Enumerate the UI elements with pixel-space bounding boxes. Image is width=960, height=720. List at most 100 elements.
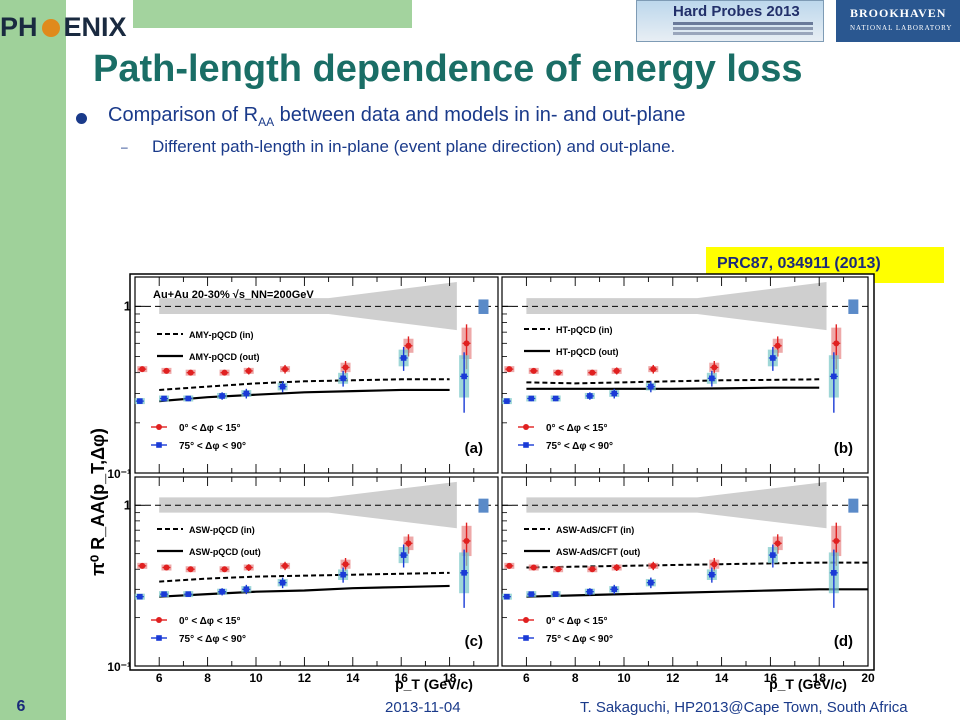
- x-axis-title-left: p_T (GeV/c): [395, 676, 473, 692]
- out-plane-point: [279, 383, 286, 390]
- in-plane-point: [833, 537, 840, 544]
- model-curve-out: [159, 388, 450, 403]
- in-plane-point: [163, 367, 170, 374]
- panel-b: HT-pQCD (in) HT-pQCD (out) 0° < Δφ < 15° 75…: [501, 276, 869, 474]
- legend-in-label: 0° < Δφ < 15°: [179, 423, 240, 434]
- in-plane-point: [463, 537, 470, 544]
- in-plane-point: [463, 340, 470, 347]
- legend-in-marker: [156, 617, 162, 623]
- y-tick-label: 10⁻¹: [107, 467, 131, 481]
- x-axis-title-right: p_T (GeV/c): [769, 676, 847, 692]
- legend-model-in: AMY-pQCD (in): [189, 330, 254, 340]
- in-plane-point: [245, 367, 252, 374]
- out-plane-point: [770, 355, 776, 361]
- legend-model-in: ASW-pQCD (in): [189, 525, 255, 535]
- sun-icon: [41, 19, 60, 37]
- panel-label: (d): [834, 633, 853, 650]
- in-plane-point: [342, 561, 349, 568]
- x-tick-label: 6: [156, 671, 163, 685]
- x-tick-label: 10: [249, 671, 263, 685]
- norm-uncertainty-box: [848, 498, 859, 513]
- x-tick-label: 14: [346, 671, 360, 685]
- y-tick-label: 10⁻¹: [107, 660, 131, 674]
- in-plane-point: [187, 566, 194, 573]
- legend-model-out: ASW-AdS/CFT (out): [556, 547, 640, 557]
- x-tick-label: 8: [572, 671, 579, 685]
- model-curve-out: [159, 584, 450, 598]
- out-plane-point: [400, 355, 407, 361]
- in-plane-point: [506, 562, 513, 569]
- in-plane-point: [555, 566, 562, 573]
- legend-model-out: ASW-pQCD (out): [189, 547, 261, 557]
- panel-a: 1 10⁻¹ AMY-pQCD (in) AMY-pQCD (out) 0° < Δφ …: [107, 276, 499, 481]
- panel-frame: [134, 476, 499, 667]
- out-plane-point: [340, 375, 346, 382]
- model-curve-out: [526, 588, 868, 598]
- in-plane-point: [282, 366, 289, 373]
- panel-label: (a): [465, 440, 483, 457]
- legend-out-marker: [156, 635, 162, 641]
- legend-in-marker: [523, 617, 529, 623]
- legend-out-marker: [523, 442, 529, 448]
- in-plane-point: [506, 366, 513, 373]
- legend-in-marker: [523, 424, 529, 430]
- out-plane-point: [219, 393, 225, 399]
- out-plane-point: [770, 552, 776, 558]
- norm-uncertainty-box: [848, 299, 859, 314]
- out-plane-point: [185, 395, 192, 402]
- out-plane-point: [831, 373, 837, 380]
- legend-model-out: AMY-pQCD (out): [189, 352, 259, 362]
- bullet-sub: Different path-length in in-plane (event…: [152, 137, 676, 156]
- x-tick-label: 16: [764, 671, 778, 685]
- out-plane-point: [611, 586, 618, 593]
- panel-frame: [501, 276, 869, 474]
- footer-date: 2013-11-04: [385, 699, 461, 716]
- x-tick-label: 14: [715, 671, 729, 685]
- in-plane-point: [613, 367, 620, 374]
- panel-frame: [501, 476, 869, 667]
- in-plane-point: [245, 564, 252, 571]
- panel-label: (b): [834, 440, 853, 457]
- model-curve-in: [526, 561, 868, 569]
- panel-frame: [134, 276, 499, 474]
- legend-model-in: HT-pQCD (in): [556, 325, 613, 335]
- norm-uncertainty-box: [478, 498, 489, 513]
- out-plane-point: [137, 593, 143, 600]
- conference-logo: Hard Probes 2013: [636, 0, 824, 42]
- panel-d: 6 8 10 12 14 16 18 20 ASW-AdS/CFT (in) ASW-AdS/CF…: [501, 476, 875, 685]
- in-plane-point: [530, 564, 537, 571]
- bullet-dash: –: [121, 140, 128, 154]
- x-tick-label: 12: [666, 671, 680, 685]
- bullet-dot-icon: [76, 113, 87, 124]
- in-plane-point: [221, 566, 228, 573]
- legend-model-out: HT-pQCD (out): [556, 347, 618, 357]
- phenix-logo: PH ENIX: [0, 12, 127, 42]
- x-tick-label: 8: [204, 671, 211, 685]
- in-plane-point: [163, 564, 170, 571]
- legend-out-label: 75° < Δφ < 90°: [179, 441, 246, 452]
- out-plane-point: [243, 586, 250, 593]
- panel-label: (c): [465, 633, 483, 650]
- out-plane-point: [219, 588, 225, 595]
- legend-in-marker: [156, 424, 162, 430]
- out-plane-point: [137, 398, 143, 404]
- in-plane-point: [342, 364, 349, 371]
- in-plane-point: [221, 369, 228, 376]
- top-accent-bar: [133, 0, 412, 28]
- in-plane-point: [187, 369, 194, 376]
- x-tick-label: 12: [298, 671, 312, 685]
- panel-c: 1 10⁻¹ 6 8 10 12 14 16 18 ASW-pQCD (in) ASW-pQCD (…: [107, 476, 499, 685]
- x-tick-label: 16: [395, 671, 409, 685]
- legend-out-label: 75° < Δφ < 90°: [179, 634, 246, 645]
- footer-author: T. Sakaguchi, HP2013@Cape Town, South Af…: [580, 699, 908, 716]
- out-plane-point: [528, 395, 535, 402]
- legend-out-label: 75° < Δφ < 90°: [546, 441, 613, 452]
- in-plane-point: [405, 540, 412, 547]
- in-plane-point: [589, 369, 596, 376]
- out-plane-point: [587, 393, 593, 399]
- in-plane-point: [589, 566, 596, 573]
- raa-figure: 1 10⁻¹ AMY-pQCD (in) AMY-pQCD (out) 0° < Δφ …: [88, 273, 875, 692]
- y-tick-label: 1: [124, 298, 131, 313]
- out-plane-point: [528, 591, 535, 597]
- in-plane-point: [774, 540, 781, 547]
